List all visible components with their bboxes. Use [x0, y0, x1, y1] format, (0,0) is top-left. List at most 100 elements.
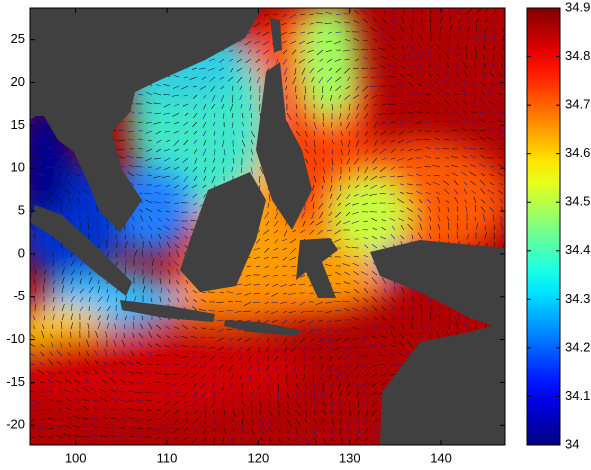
- vector: [335, 310, 342, 312]
- vector: [301, 67, 306, 76]
- vector: [255, 337, 261, 343]
- vector: [416, 191, 423, 195]
- vector: [454, 196, 459, 204]
- vector: [407, 217, 414, 222]
- vector: [311, 346, 315, 352]
- vector: [55, 380, 63, 384]
- vector: [245, 274, 252, 277]
- vector: [331, 130, 334, 136]
- vector: [259, 418, 264, 427]
- vector: [223, 112, 225, 119]
- vector: [364, 262, 369, 267]
- vector: [70, 322, 74, 330]
- vector: [371, 235, 378, 240]
- vector: [442, 148, 450, 150]
- vector: [415, 121, 423, 124]
- vector: [70, 286, 75, 294]
- vector: [388, 373, 396, 376]
- vector: [201, 327, 207, 330]
- vector: [339, 427, 342, 436]
- vector: [389, 325, 396, 330]
- vector: [61, 276, 65, 285]
- vector: [447, 216, 450, 222]
- vector: [499, 182, 504, 186]
- vector: [193, 202, 198, 206]
- vector: [345, 211, 351, 217]
- vector: [232, 409, 236, 417]
- vector: [119, 379, 126, 384]
- vector: [66, 205, 72, 213]
- vector: [371, 244, 378, 249]
- vector: [106, 232, 109, 240]
- vector: [184, 409, 189, 415]
- vector: [216, 337, 225, 342]
- vector: [299, 229, 306, 234]
- vector: [282, 256, 288, 261]
- vector: [360, 271, 369, 276]
- vector: [73, 379, 81, 384]
- vector: [380, 373, 387, 377]
- vector: [157, 209, 162, 213]
- vector: [313, 139, 316, 148]
- vector: [462, 155, 468, 159]
- vector: [41, 242, 45, 249]
- vector: [294, 85, 297, 93]
- vector: [328, 355, 333, 363]
- vector: [277, 391, 280, 399]
- vector: [493, 28, 496, 33]
- vector: [371, 373, 378, 377]
- vector: [47, 389, 54, 393]
- vector: [244, 40, 252, 46]
- vector: [283, 229, 288, 237]
- vector: [148, 322, 153, 330]
- vector: [99, 389, 108, 393]
- vector: [139, 381, 144, 384]
- vector: [400, 54, 405, 60]
- vector: [272, 319, 279, 323]
- vector: [482, 54, 486, 60]
- vector: [479, 163, 486, 168]
- vector: [304, 409, 308, 417]
- vector: [229, 355, 234, 360]
- x-tick-label: 120: [248, 450, 270, 465]
- vector: [414, 111, 423, 114]
- vector: [335, 373, 342, 380]
- vector: [292, 337, 297, 345]
- vector: [336, 364, 342, 370]
- vector: [208, 337, 216, 339]
- vector: [372, 103, 378, 107]
- vector: [33, 279, 36, 285]
- vector: [457, 18, 462, 24]
- vector: [427, 83, 432, 87]
- vector: [38, 121, 45, 124]
- vector: [398, 218, 405, 222]
- vector: [231, 85, 234, 91]
- vector: [322, 175, 325, 183]
- vector: [139, 209, 144, 213]
- vector: [447, 233, 450, 240]
- vector: [68, 360, 72, 366]
- vector: [174, 336, 180, 339]
- vector: [79, 278, 82, 285]
- vector: [321, 103, 324, 109]
- vector: [48, 181, 54, 186]
- vector: [176, 268, 180, 276]
- vector: [363, 103, 369, 110]
- vector: [388, 202, 396, 205]
- vector: [325, 49, 333, 53]
- vector: [39, 183, 45, 186]
- vector: [311, 211, 315, 219]
- vector: [298, 40, 306, 45]
- vector: [417, 331, 423, 339]
- colorbar-tick-label: 34.3: [565, 291, 590, 306]
- vector: [391, 316, 396, 321]
- vector: [127, 172, 135, 177]
- vector: [236, 283, 243, 286]
- vector: [268, 400, 271, 409]
- vector: [155, 372, 162, 375]
- vector: [372, 364, 378, 368]
- vector: [173, 427, 180, 433]
- vector: [210, 364, 216, 370]
- vector: [339, 112, 342, 120]
- vector: [322, 409, 326, 416]
